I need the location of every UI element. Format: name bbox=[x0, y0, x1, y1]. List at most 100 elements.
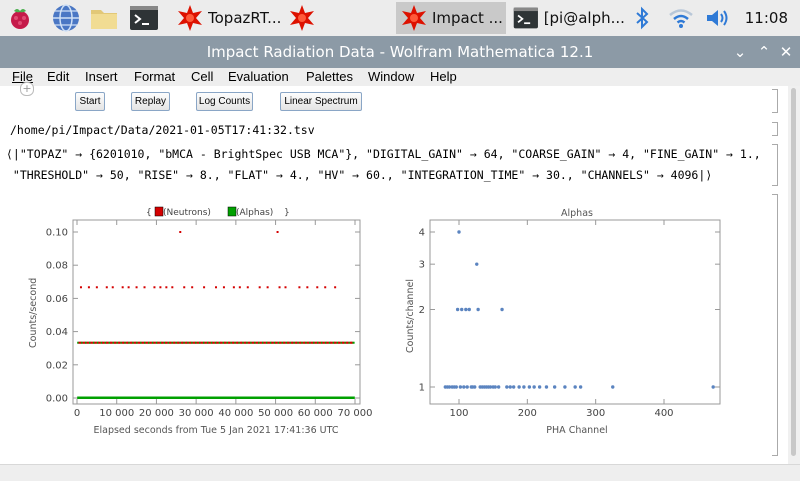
alphas-zero-point bbox=[154, 396, 157, 399]
alphas-zero-point bbox=[174, 396, 177, 399]
neutron-point bbox=[165, 286, 168, 289]
window-titlebar[interactable]: Impact Radiation Data - Wolfram Mathemat… bbox=[0, 36, 800, 68]
baseline-point bbox=[191, 341, 194, 344]
bluetooth-icon[interactable] bbox=[634, 6, 650, 30]
baseline-point bbox=[116, 341, 119, 344]
baseline-point bbox=[218, 341, 221, 344]
menu-edit[interactable]: Edit bbox=[47, 69, 69, 84]
alphas-zero-point bbox=[227, 396, 231, 399]
baseline-point bbox=[206, 341, 210, 344]
alphas-zero-point bbox=[185, 396, 189, 399]
taskbar-task-terminal[interactable]: [pi@alph... bbox=[508, 2, 624, 34]
taskbar-task-topaz[interactable]: TopazRT... bbox=[172, 2, 282, 34]
alphas-zero-point bbox=[340, 396, 344, 399]
baseline-point bbox=[214, 341, 218, 344]
replay-button[interactable]: Replay bbox=[131, 92, 170, 111]
notebook-area[interactable]: + Start Replay Log Counts Linear Spectru… bbox=[0, 82, 788, 464]
baseline-point bbox=[335, 341, 338, 344]
y-tick-label: 0.02 bbox=[46, 360, 68, 371]
volume-icon[interactable] bbox=[704, 6, 732, 30]
cell-bracket[interactable] bbox=[772, 194, 778, 456]
alphas-zero-point bbox=[263, 396, 266, 399]
cell-bracket[interactable] bbox=[772, 122, 778, 136]
alphas-zero-point bbox=[330, 396, 333, 399]
baseline-point bbox=[301, 341, 304, 344]
alphas-zero-point bbox=[293, 396, 296, 399]
maximize-icon[interactable]: ⌃ bbox=[757, 43, 771, 61]
start-button[interactable]: Start bbox=[75, 92, 105, 111]
plot-frame bbox=[429, 219, 721, 405]
taskbar-task-mathematica[interactable] bbox=[284, 2, 394, 34]
neutron-point bbox=[183, 286, 186, 289]
scrollbar-thumb[interactable] bbox=[791, 88, 796, 456]
alphas-zero-point bbox=[322, 396, 325, 399]
baseline-point bbox=[320, 341, 324, 344]
taskbar-task-impact[interactable]: Impact ... bbox=[396, 2, 506, 34]
alphas-zero-point bbox=[221, 396, 224, 399]
alphas-zero-point bbox=[153, 396, 156, 399]
baseline-point bbox=[220, 341, 223, 344]
baseline-point bbox=[171, 341, 174, 344]
baseline-point bbox=[337, 341, 341, 344]
baseline-point bbox=[234, 341, 237, 344]
raspberry-menu-icon[interactable] bbox=[4, 2, 36, 34]
file-manager-icon[interactable] bbox=[88, 2, 120, 34]
baseline-point bbox=[164, 341, 168, 344]
menu-file[interactable]: File bbox=[12, 69, 33, 84]
alphas-zero-point bbox=[175, 396, 178, 399]
baseline-point bbox=[319, 341, 322, 344]
alphas-zero-point bbox=[246, 396, 249, 399]
baseline-point bbox=[265, 341, 269, 344]
cell-bracket[interactable] bbox=[772, 144, 778, 186]
alpha-spectrum-point bbox=[475, 262, 479, 266]
menu-palettes[interactable]: Palettes bbox=[306, 69, 353, 84]
baseline-point bbox=[252, 341, 256, 344]
wifi-icon[interactable] bbox=[668, 6, 694, 30]
terminal-icon[interactable] bbox=[128, 2, 160, 34]
alpha-spectrum-point bbox=[527, 385, 532, 389]
baseline-point bbox=[149, 341, 152, 344]
baseline-point bbox=[168, 341, 172, 344]
alphas-zero-point bbox=[141, 396, 144, 399]
menu-window[interactable]: Window bbox=[368, 69, 414, 84]
menu-cell[interactable]: Cell bbox=[191, 69, 213, 84]
log-counts-button[interactable]: Log Counts bbox=[196, 92, 253, 111]
vertical-scrollbar[interactable] bbox=[788, 86, 800, 464]
alpha-spectrum-point bbox=[464, 307, 468, 312]
menu-evaluation[interactable]: Evaluation bbox=[228, 69, 289, 84]
alpha-spectrum-point bbox=[563, 385, 567, 389]
alphas-zero-point bbox=[305, 396, 308, 399]
neutron-point bbox=[79, 286, 82, 289]
alphas-zero-point bbox=[102, 396, 105, 399]
clock[interactable]: 11:08 bbox=[744, 9, 788, 27]
web-browser-icon[interactable] bbox=[50, 2, 82, 34]
chart-legend: (Neutrons) (Alphas) { } bbox=[146, 206, 290, 218]
menu-help[interactable]: Help bbox=[430, 69, 457, 84]
baseline-point bbox=[115, 341, 118, 344]
alphas-zero-point bbox=[239, 396, 243, 399]
alpha-spectrum-point bbox=[500, 307, 504, 312]
minimize-icon[interactable]: ⌄ bbox=[733, 43, 747, 61]
baseline-point bbox=[311, 341, 314, 344]
insert-cell-plus-icon[interactable]: + bbox=[20, 82, 34, 96]
alphas-zero-point bbox=[256, 396, 260, 399]
linear-spectrum-button[interactable]: Linear Spectrum bbox=[280, 92, 362, 111]
baseline-point bbox=[83, 341, 86, 344]
alphas-zero-point bbox=[167, 396, 171, 399]
alphas-zero-point bbox=[100, 396, 104, 399]
menu-insert[interactable]: Insert bbox=[85, 69, 118, 84]
neutron-point bbox=[191, 286, 194, 289]
cell-bracket[interactable] bbox=[772, 89, 778, 113]
baseline-point bbox=[150, 341, 153, 344]
alphas-zero-point bbox=[336, 396, 340, 399]
close-icon[interactable]: ✕ bbox=[779, 43, 793, 61]
baseline-point bbox=[136, 341, 139, 344]
mathematica-spikey-icon bbox=[402, 5, 426, 31]
plot-frame bbox=[72, 219, 361, 405]
baseline-point bbox=[302, 341, 305, 344]
baseline-point bbox=[315, 341, 318, 344]
alphas-zero-point bbox=[255, 396, 258, 399]
alphas-zero-point bbox=[90, 396, 93, 399]
alpha-spectrum-point bbox=[505, 385, 509, 389]
menu-format[interactable]: Format bbox=[134, 69, 175, 84]
